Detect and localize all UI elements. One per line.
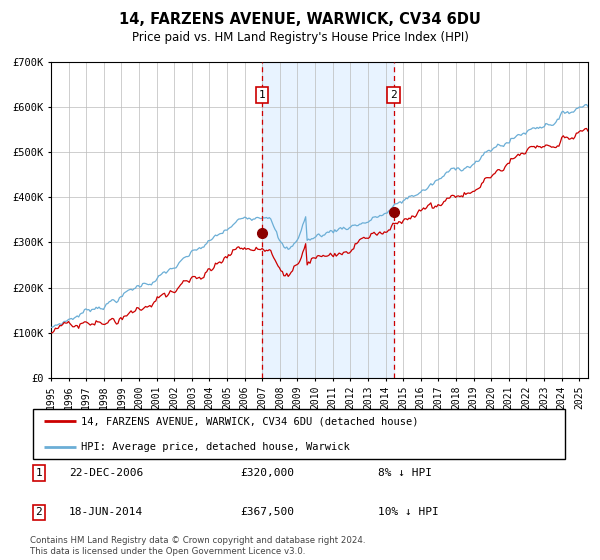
Text: 22-DEC-2006: 22-DEC-2006 xyxy=(69,468,143,478)
Text: 14, FARZENS AVENUE, WARWICK, CV34 6DU: 14, FARZENS AVENUE, WARWICK, CV34 6DU xyxy=(119,12,481,27)
Text: 18-JUN-2014: 18-JUN-2014 xyxy=(69,507,143,517)
Text: 1: 1 xyxy=(259,90,265,100)
Text: Price paid vs. HM Land Registry's House Price Index (HPI): Price paid vs. HM Land Registry's House … xyxy=(131,31,469,44)
Text: 8% ↓ HPI: 8% ↓ HPI xyxy=(378,468,432,478)
Text: 2: 2 xyxy=(390,90,397,100)
Text: Contains HM Land Registry data © Crown copyright and database right 2024.
This d: Contains HM Land Registry data © Crown c… xyxy=(30,536,365,556)
Text: 2: 2 xyxy=(35,507,43,517)
Text: £367,500: £367,500 xyxy=(240,507,294,517)
FancyBboxPatch shape xyxy=(33,409,565,459)
Text: 14, FARZENS AVENUE, WARWICK, CV34 6DU (detached house): 14, FARZENS AVENUE, WARWICK, CV34 6DU (d… xyxy=(82,416,419,426)
Bar xyxy=(262,62,394,378)
Text: HPI: Average price, detached house, Warwick: HPI: Average price, detached house, Warw… xyxy=(82,442,350,452)
Text: 1: 1 xyxy=(35,468,43,478)
Text: 10% ↓ HPI: 10% ↓ HPI xyxy=(378,507,439,517)
Text: £320,000: £320,000 xyxy=(240,468,294,478)
